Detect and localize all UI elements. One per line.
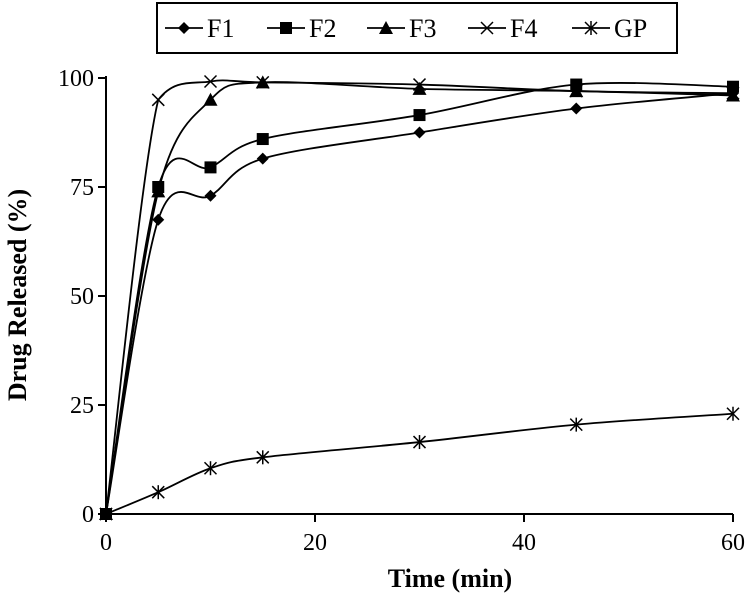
series-f4-point-4 <box>412 78 427 92</box>
legend-marker-f1 <box>178 22 190 34</box>
legend: F1 F2 F3 F4 GP <box>156 2 678 54</box>
series-gp-line <box>105 412 734 515</box>
legend-label-f3: F3 <box>409 14 436 43</box>
series-f1-point-4 <box>413 126 426 139</box>
legend-marker-f2 <box>280 22 292 34</box>
x-tick-label-0: 0 <box>100 530 112 556</box>
series-f3-point-2 <box>203 92 218 106</box>
series-gp-point-3 <box>256 450 270 465</box>
series-f2 <box>100 78 739 520</box>
legend-item-f1: F1 <box>165 14 234 43</box>
series-f1-point-2 <box>204 189 217 202</box>
series-f3-point-6 <box>726 88 740 102</box>
series-f4-point-5 <box>569 84 583 98</box>
legend-label-f4: F4 <box>510 14 537 43</box>
legend-item-f2: F2 <box>267 14 336 43</box>
legend-label-f1: F1 <box>207 14 234 43</box>
series-gp-point-5 <box>569 417 583 432</box>
series-f2-point-4 <box>413 109 426 122</box>
series-f1-point-5 <box>570 102 583 115</box>
series-f1 <box>100 87 739 520</box>
x-tick-label-60: 60 <box>721 530 745 556</box>
series-f1-point-1 <box>152 213 165 226</box>
x-axis-label: Time (min) <box>388 564 512 593</box>
series-gp-point-6 <box>726 406 740 421</box>
series-f3 <box>99 75 740 520</box>
series-f1-line <box>105 92 734 515</box>
series-gp <box>99 406 740 521</box>
legend-item-f3: F3 <box>367 14 436 43</box>
x-tick-label-40: 40 <box>512 530 536 556</box>
axes: 0 25 50 75 100 0 20 40 60 <box>58 66 745 556</box>
y-axis-label: Drug Released (%) <box>3 189 32 401</box>
plot-area <box>99 74 740 521</box>
series-f4-point-1 <box>151 93 165 107</box>
legend-item-gp: GP <box>572 14 647 43</box>
y-tick-label-0: 0 <box>82 502 94 528</box>
series-f3-point-4 <box>412 81 427 95</box>
legend-item-f4: F4 <box>468 14 537 43</box>
legend-marker-f3 <box>379 21 393 34</box>
series-f3-line <box>105 81 734 515</box>
series-f2-point-2 <box>204 161 217 174</box>
legend-marker-gp <box>584 21 598 35</box>
series-f4 <box>99 74 740 521</box>
legend-label-gp: GP <box>614 14 647 43</box>
series-f2-point-3 <box>256 133 269 146</box>
series-f4-point-6 <box>726 86 740 100</box>
series-f4-point-2 <box>203 74 218 89</box>
series-f3-point-1 <box>151 184 166 198</box>
series-gp-point-2 <box>203 461 218 476</box>
legend-marker-f4 <box>480 21 494 35</box>
y-tick-label-25: 25 <box>70 393 94 419</box>
y-tick-label-100: 100 <box>58 66 94 92</box>
x-tick-label-20: 20 <box>303 530 327 556</box>
series-gp-point-4 <box>412 435 427 450</box>
series-gp-point-1 <box>151 485 165 500</box>
series-f2-line <box>105 82 734 515</box>
series-f4-point-3 <box>256 75 270 89</box>
y-tick-label-75: 75 <box>70 175 94 201</box>
series-f1-point-3 <box>256 152 269 165</box>
y-tick-label-50: 50 <box>70 284 94 310</box>
legend-label-f2: F2 <box>309 14 336 43</box>
